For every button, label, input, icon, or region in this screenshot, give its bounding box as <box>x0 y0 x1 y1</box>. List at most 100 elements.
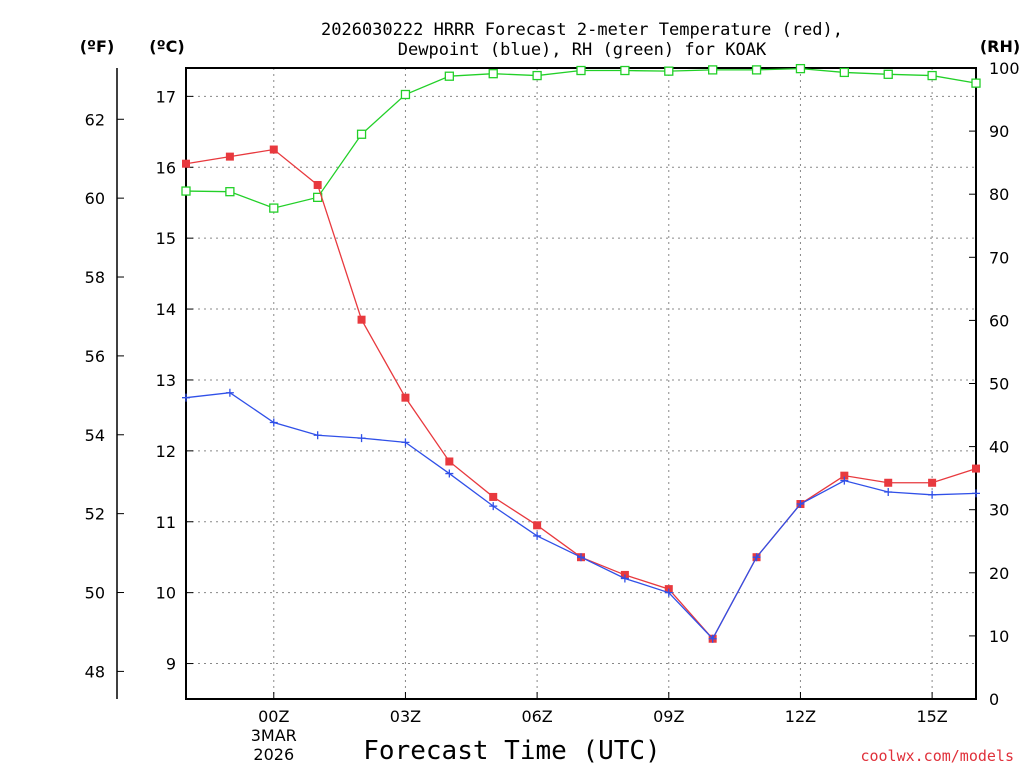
temperature-point <box>533 521 542 530</box>
temperature-point <box>840 471 849 480</box>
fahrenheit-unit-label: (ºF) <box>80 37 115 56</box>
celsius-tick-label: 12 <box>156 442 176 461</box>
rh-point <box>269 203 279 213</box>
date-label-year: 2026 <box>253 745 294 764</box>
dewpoint-point <box>664 588 673 597</box>
rh-point <box>620 65 630 76</box>
dewpoint-point <box>884 487 893 496</box>
temperature-point <box>445 457 454 466</box>
rh-point <box>708 65 718 75</box>
rh-line <box>185 67 977 209</box>
temperature-point <box>225 152 234 161</box>
celsius-tick-label: 14 <box>156 300 176 319</box>
dewpoint-point <box>620 574 629 583</box>
celsius-tick-label: 17 <box>156 87 176 106</box>
fahrenheit-tick-label: 54 <box>85 426 105 445</box>
rh-tick-label: 0 <box>989 690 999 709</box>
celsius-tick-label: 15 <box>156 229 176 248</box>
rh-point <box>927 70 937 81</box>
x-tick-label: 12Z <box>785 707 816 726</box>
rh-point <box>751 65 762 75</box>
x-tick-label: 09Z <box>653 707 684 726</box>
x-tick-label: 03Z <box>390 707 421 726</box>
fahrenheit-tick-label: 52 <box>85 505 105 524</box>
x-tick-label: 15Z <box>916 707 947 726</box>
fahrenheit-tick-label: 50 <box>85 584 105 603</box>
temperature-point <box>269 145 278 154</box>
rh-tick-label: 100 <box>989 59 1020 78</box>
celsius-tick-label: 13 <box>156 371 176 390</box>
rh-point <box>971 78 981 88</box>
dewpoint-point <box>796 500 805 509</box>
temperature-series <box>182 145 980 643</box>
dewpoint-point <box>401 438 410 447</box>
dewpoint-point <box>708 634 717 643</box>
rh-tick-label: 90 <box>989 122 1009 141</box>
rh-tick-label: 30 <box>989 501 1009 520</box>
dewpoint-point <box>533 531 542 540</box>
rh-point <box>488 69 498 79</box>
dewpoint-point <box>752 553 761 562</box>
rh-point <box>181 186 191 196</box>
dewpoint-point <box>225 388 234 397</box>
temperature-line <box>185 148 977 640</box>
rh-tick-label: 20 <box>989 564 1009 583</box>
x-tick-label: 06Z <box>521 707 552 726</box>
dewpoint-point <box>972 489 980 498</box>
dewpoint-point <box>445 469 454 478</box>
grid-lines <box>186 68 976 699</box>
rh-tick-label: 50 <box>989 375 1009 394</box>
rh-tick-label: 70 <box>989 248 1009 267</box>
rh-point <box>664 66 674 76</box>
credit-text: coolwx.com/models <box>860 747 1014 765</box>
fahrenheit-tick-label: 60 <box>85 189 105 208</box>
temperature-point <box>182 159 190 168</box>
rh-point <box>444 71 454 81</box>
rh-tick-label: 40 <box>989 438 1009 457</box>
dewpoint-point <box>182 393 190 402</box>
temperature-point <box>884 478 893 487</box>
fahrenheit-tick-label: 48 <box>85 662 105 681</box>
rh-series <box>181 63 981 213</box>
rh-point <box>576 65 586 76</box>
plot-frame <box>185 67 977 700</box>
dewpoint-point <box>357 434 366 443</box>
rh-point <box>839 67 849 78</box>
rh-point <box>356 129 367 139</box>
dewpoint-point <box>313 431 322 440</box>
temperature-point <box>357 315 366 324</box>
data-series <box>181 63 981 643</box>
rh-point <box>225 187 235 197</box>
dewpoint-point <box>489 502 498 511</box>
chart-title-line1: 2026030222 HRRR Forecast 2-meter Tempera… <box>321 20 843 40</box>
dewpoint-point <box>577 553 585 562</box>
dewpoint-point <box>840 476 849 485</box>
rh-tick-label: 80 <box>989 185 1009 204</box>
dewpoint-line <box>185 392 977 640</box>
temperature-point <box>313 180 322 189</box>
celsius-tick-label: 11 <box>156 513 176 532</box>
rh-tick-label: 10 <box>989 627 1009 646</box>
temperature-point <box>489 492 498 501</box>
celsius-unit-label: (ºC) <box>149 37 184 56</box>
chart-title-line2: Dewpoint (blue), RH (green) for KOAK <box>398 40 767 60</box>
rh-point <box>532 70 542 81</box>
x-tick-label: 00Z <box>258 707 289 726</box>
rh-tick-label: 60 <box>989 311 1009 330</box>
celsius-tick-label: 10 <box>156 584 176 603</box>
dewpoint-point <box>269 418 278 427</box>
dewpoint-series <box>182 388 980 643</box>
fahrenheit-tick-label: 56 <box>85 347 105 366</box>
celsius-tick-label: 16 <box>156 158 176 177</box>
dewpoint-point <box>928 490 937 499</box>
x-axis-label: Forecast Time (UTC) <box>363 736 660 766</box>
fahrenheit-tick-label: 62 <box>85 110 105 129</box>
rh-point <box>883 69 893 79</box>
date-label-month: 3MAR <box>251 726 297 745</box>
temperature-point <box>928 478 937 487</box>
rh-point <box>795 63 806 74</box>
temperature-point <box>401 393 410 402</box>
celsius-tick-label: 9 <box>166 655 176 674</box>
